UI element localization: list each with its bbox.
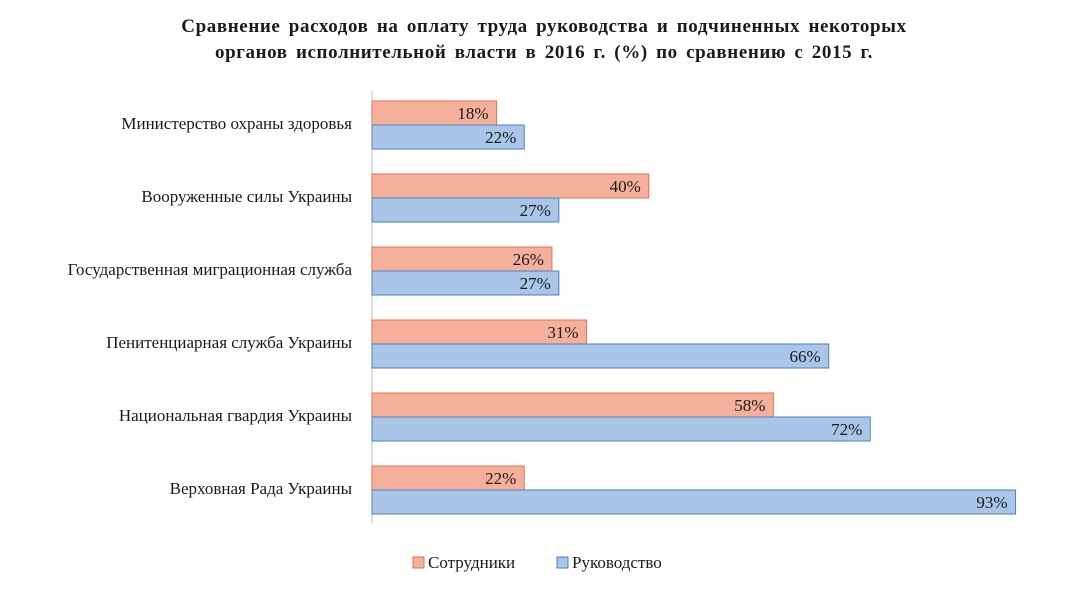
chart-title-line-1: Сравнение расходов на оплату труда руков… — [181, 16, 907, 37]
data-label: 72% — [831, 420, 862, 439]
category-label: Пенитенциарная служба Украины — [106, 333, 352, 352]
data-label: 27% — [520, 201, 551, 220]
category-label: Государственная миграционная служба — [68, 260, 353, 279]
bar-group: Государственная миграционная служба 26% 27… — [68, 246, 560, 296]
data-label: 27% — [520, 274, 551, 293]
bar-management — [371, 270, 560, 296]
category-label: Верховная Рада Украины — [170, 479, 353, 498]
data-label: 66% — [790, 347, 821, 366]
legend-swatch-staff — [412, 556, 425, 569]
chart-title: Сравнение расходов на оплату труда руков… — [0, 14, 1088, 66]
category-label: Министерство охраны здоровья — [121, 114, 352, 133]
data-label: 22% — [485, 128, 516, 147]
bar-management — [371, 343, 830, 369]
chart-title-line-2: органов исполнительной власти в 2016 г. … — [215, 42, 873, 63]
data-label: 22% — [485, 469, 516, 488]
category-label: Вооруженные силы Украины — [141, 187, 352, 206]
bar-group: Национальная гвардия Украины 58% 72% — [119, 392, 871, 442]
bar-group: Пенитенциарная служба Украины 31% 66% — [106, 319, 830, 369]
data-label: 58% — [734, 396, 765, 415]
legend-label: Сотрудники — [428, 553, 515, 572]
bar-staff — [371, 100, 498, 126]
bar-management — [371, 124, 525, 150]
bar-management — [371, 197, 560, 223]
bar-management — [371, 489, 1017, 515]
bar-staff — [371, 173, 650, 199]
bar-management — [371, 416, 871, 442]
bar-group: Министерство охраны здоровья 18% 22% — [121, 100, 525, 150]
legend-swatch-management — [556, 556, 569, 569]
legend-label: Руководство — [572, 553, 662, 572]
category-label: Национальная гвардия Украины — [119, 406, 353, 425]
data-label: 26% — [513, 250, 544, 269]
data-label: 18% — [457, 104, 488, 123]
data-label: 31% — [547, 323, 578, 342]
bar-staff — [371, 392, 774, 418]
bar-group: Верховная Рада Украины 22% 93% — [170, 465, 1017, 515]
data-label: 40% — [610, 177, 641, 196]
data-label: 93% — [976, 493, 1007, 512]
bar-staff — [371, 465, 525, 491]
legend: Сотрудники Руководство — [412, 553, 662, 572]
bar-group: Вооруженные силы Украины 40% 27% — [141, 173, 650, 223]
